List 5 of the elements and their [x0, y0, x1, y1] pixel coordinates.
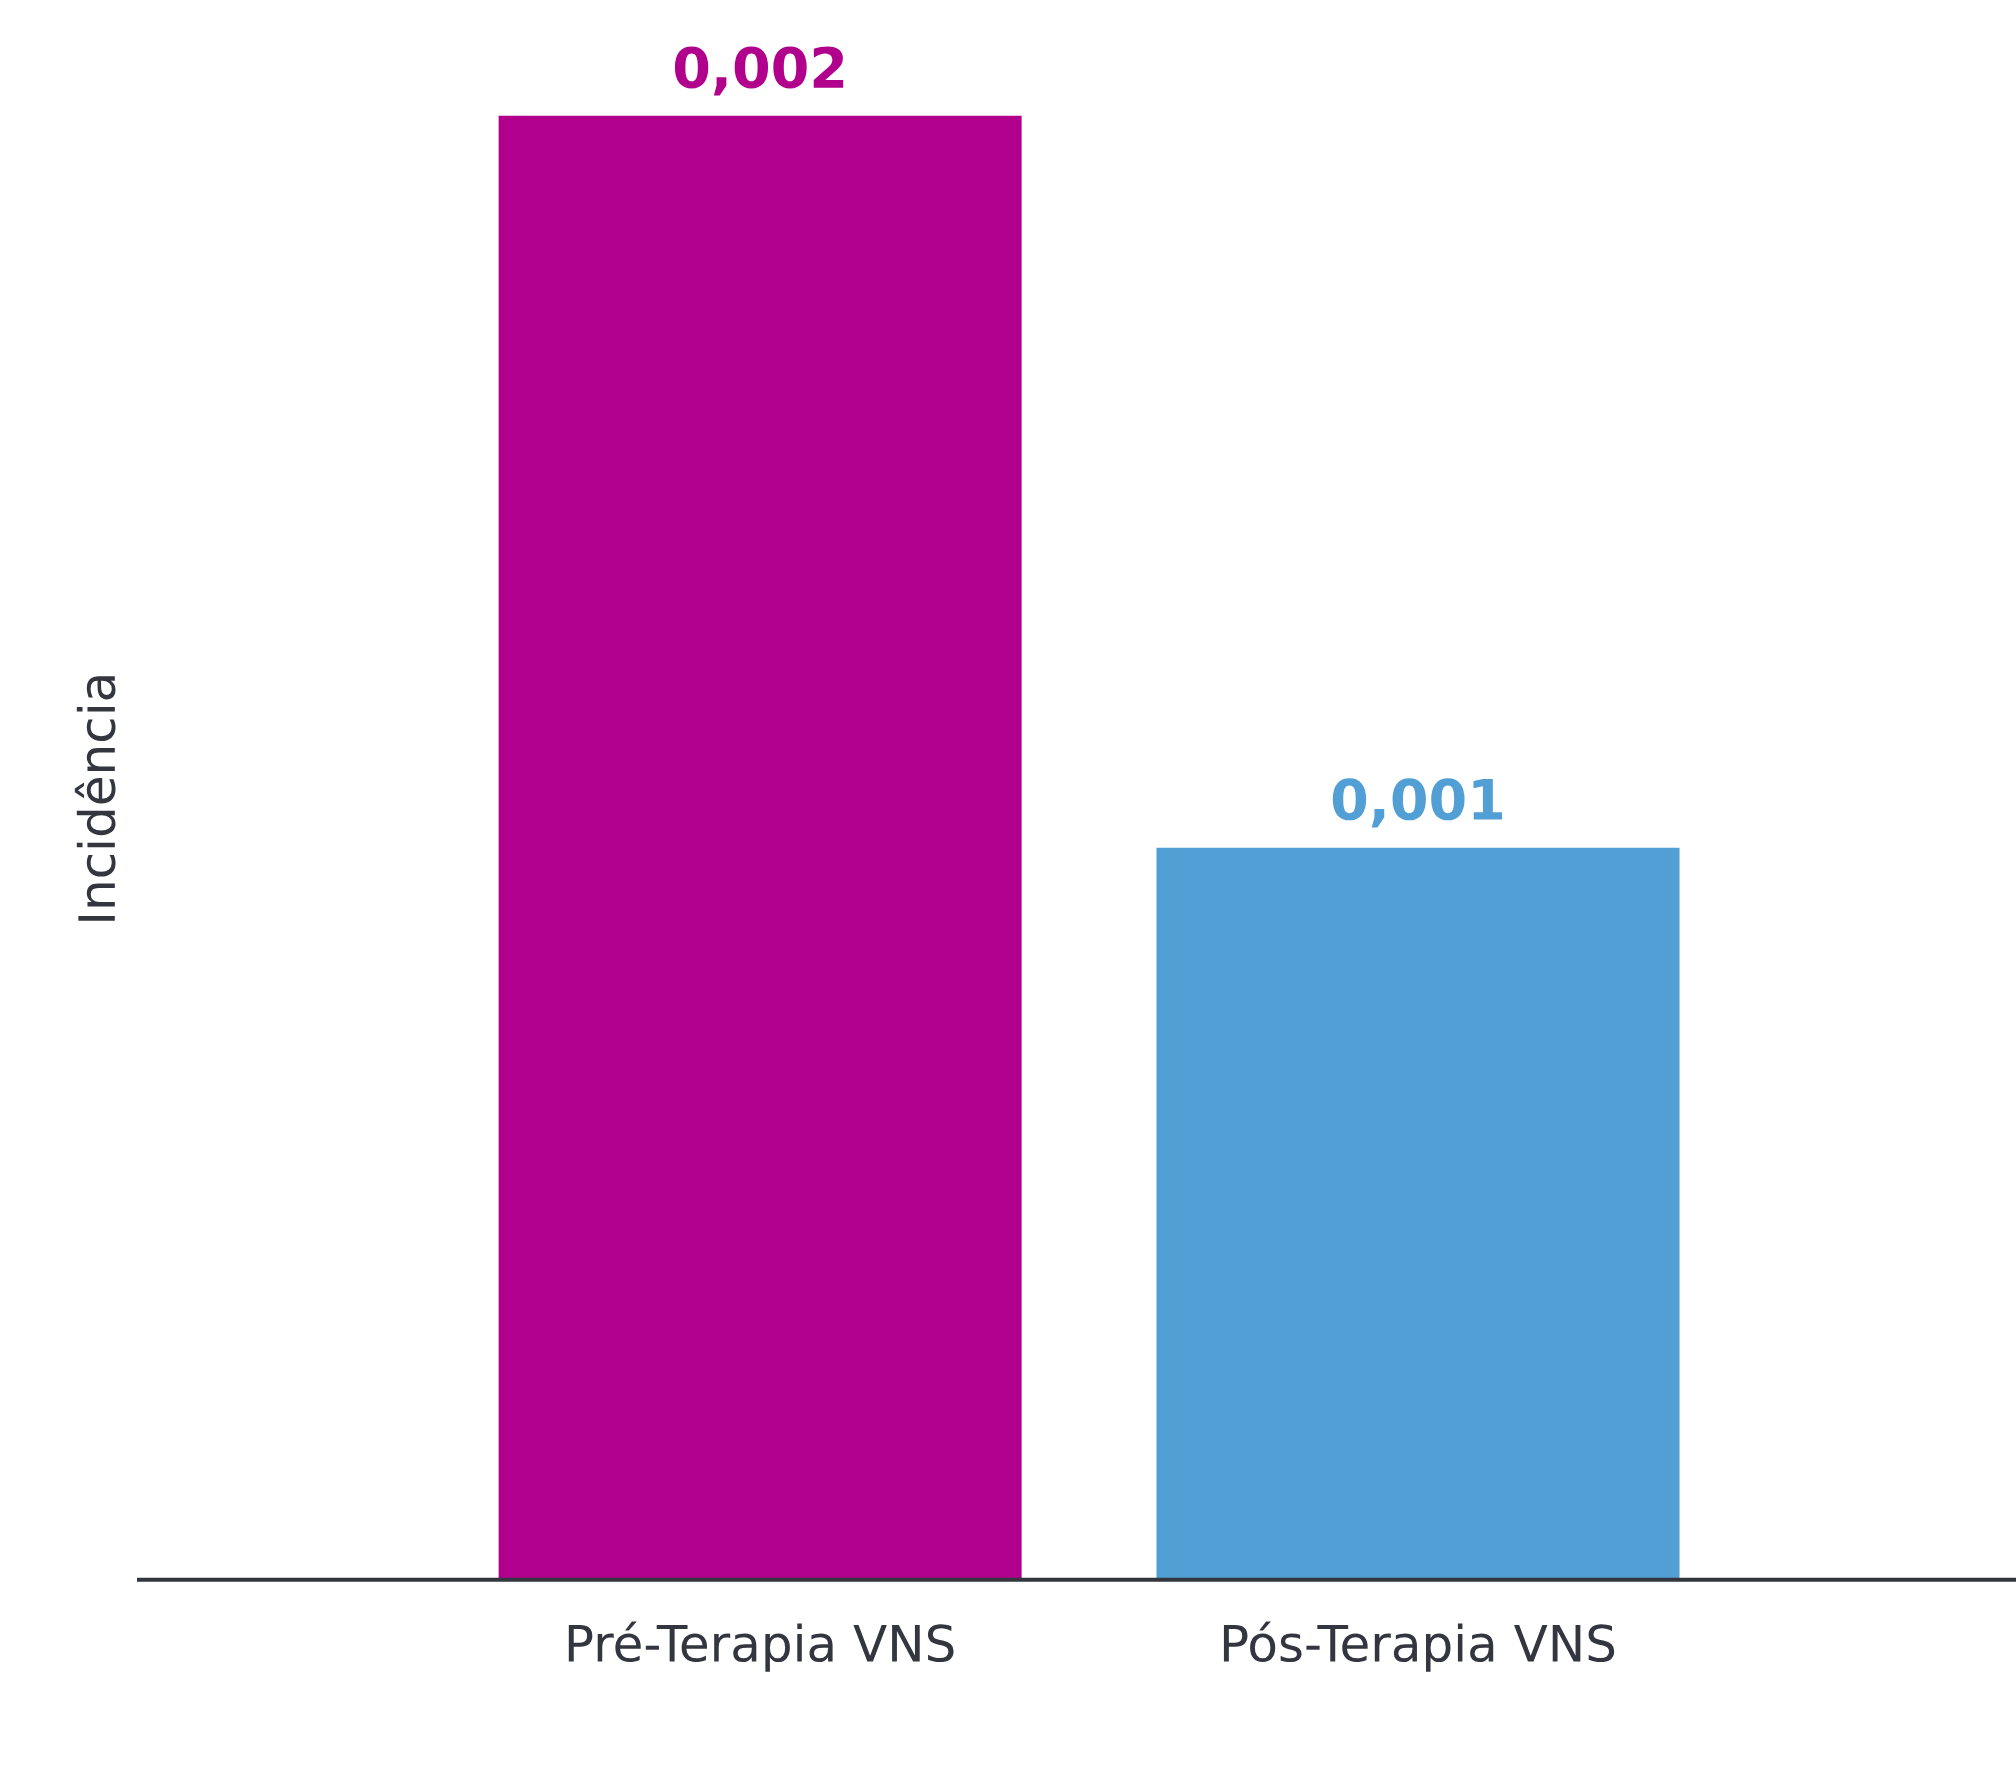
x-tick-label: Pré-Terapia VNS — [568, 1621, 954, 1672]
data-label: 0,001 — [1332, 778, 1503, 828]
x-tick-label: Pós-Terapia VNS — [1223, 1621, 1615, 1672]
data-label: 0,002 — [674, 46, 844, 96]
y-axis-title: Incidência — [74, 676, 116, 921]
